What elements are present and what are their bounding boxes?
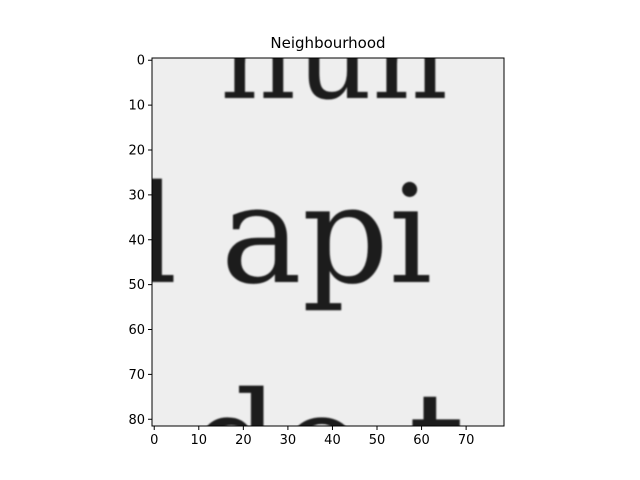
y-tick-label: 40 [128,233,145,248]
x-tick-label: 60 [413,433,430,448]
y-tick-label: 20 [128,144,145,159]
x-axis: 0 10 20 30 40 50 60 70 [150,426,474,448]
y-tick-label: 50 [128,278,145,293]
text-fragment: nun [220,0,448,126]
x-tick-label: 30 [280,433,297,448]
text-fragment: l api [134,157,432,315]
x-tick-label: 0 [150,433,158,448]
y-axis: 0 10 20 30 40 50 60 70 80 [128,54,152,428]
y-tick-label: 30 [128,188,145,203]
x-tick-label: 70 [458,433,475,448]
image-heatmap: nun l api do t [134,0,504,480]
y-tick-label: 60 [128,323,145,338]
x-tick-label: 10 [191,433,208,448]
y-tick-label: 0 [137,54,145,69]
y-tick-label: 70 [128,368,145,383]
x-tick-label: 50 [369,433,386,448]
x-tick-label: 20 [235,433,252,448]
x-tick-label: 40 [324,433,341,448]
text-fragment: do t [190,363,465,480]
paper-background [152,58,504,426]
y-tick-label: 80 [128,413,145,428]
y-tick-label: 10 [128,99,145,114]
chart-title: Neighbourhood [270,34,385,52]
plot-frame [151,57,505,427]
